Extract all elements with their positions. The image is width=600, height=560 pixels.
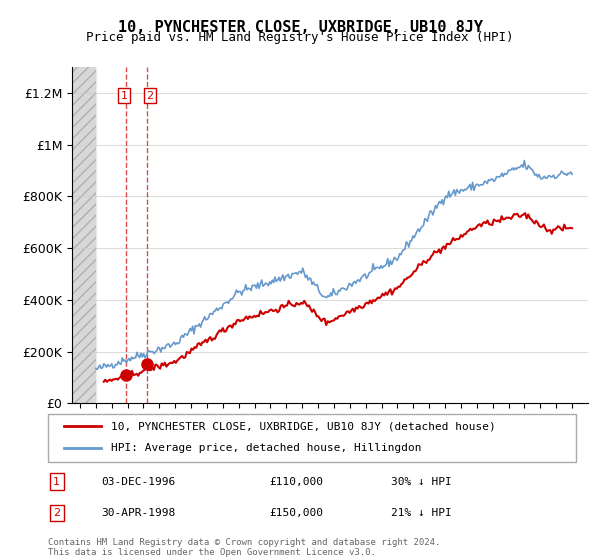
- Text: £150,000: £150,000: [270, 508, 324, 518]
- FancyBboxPatch shape: [48, 414, 576, 462]
- Text: 03-DEC-1996: 03-DEC-1996: [101, 477, 175, 487]
- Text: Contains HM Land Registry data © Crown copyright and database right 2024.
This d: Contains HM Land Registry data © Crown c…: [48, 538, 440, 557]
- Text: £110,000: £110,000: [270, 477, 324, 487]
- Text: 10, PYNCHESTER CLOSE, UXBRIDGE, UB10 8JY (detached house): 10, PYNCHESTER CLOSE, UXBRIDGE, UB10 8JY…: [112, 421, 496, 431]
- Text: 10, PYNCHESTER CLOSE, UXBRIDGE, UB10 8JY: 10, PYNCHESTER CLOSE, UXBRIDGE, UB10 8JY: [118, 20, 482, 35]
- Text: HPI: Average price, detached house, Hillingdon: HPI: Average price, detached house, Hill…: [112, 443, 422, 452]
- Text: 1: 1: [53, 477, 60, 487]
- Text: 2: 2: [146, 91, 154, 101]
- Text: 30-APR-1998: 30-APR-1998: [101, 508, 175, 518]
- Text: 30% ↓ HPI: 30% ↓ HPI: [391, 477, 452, 487]
- Bar: [72, 67, 96, 403]
- Text: 1: 1: [121, 91, 127, 101]
- Text: 21% ↓ HPI: 21% ↓ HPI: [391, 508, 452, 518]
- Bar: [72, 67, 96, 403]
- Text: Price paid vs. HM Land Registry's House Price Index (HPI): Price paid vs. HM Land Registry's House …: [86, 31, 514, 44]
- Text: 2: 2: [53, 508, 61, 518]
